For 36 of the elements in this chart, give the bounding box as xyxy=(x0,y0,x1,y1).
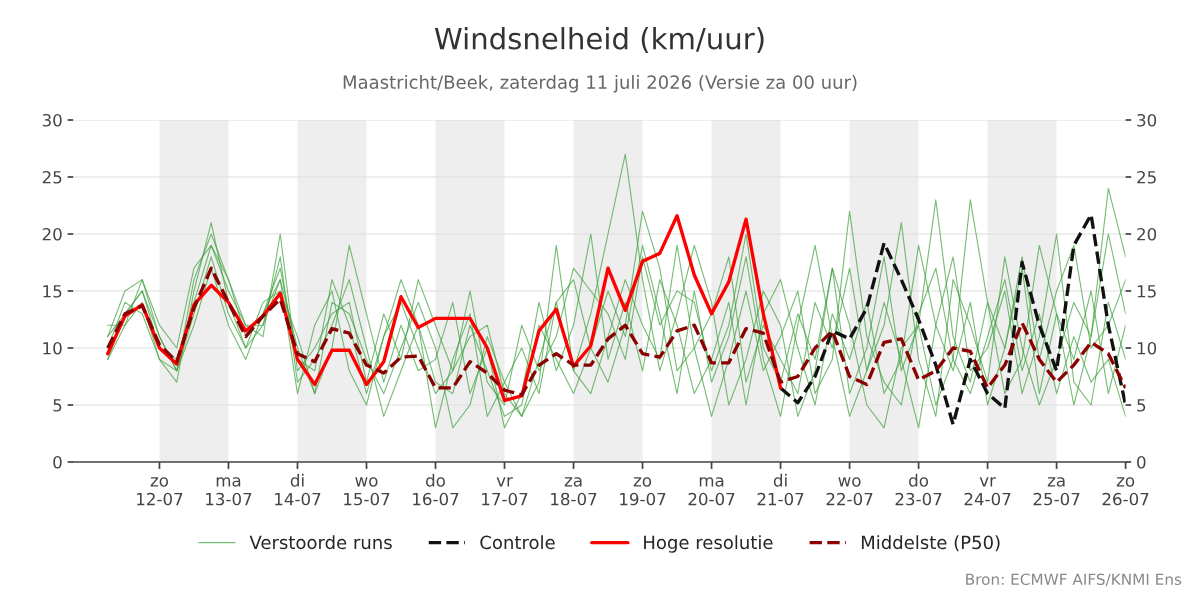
x-tick-label: do 23-07 xyxy=(895,473,942,506)
y2-tick-label: 10 xyxy=(1137,341,1157,355)
legend-label: Hoge resolutie xyxy=(644,535,773,553)
x-tick-label: zo 12-07 xyxy=(137,477,183,506)
y2-tick-label: 0 xyxy=(1137,455,1146,469)
x-tick-label: do 16-07 xyxy=(413,473,459,506)
x-tick-label: zo 26-07 xyxy=(1102,477,1149,506)
x-tick-label: wo 15-07 xyxy=(344,477,390,506)
y2-tick-label: 5 xyxy=(1137,399,1146,412)
y2-tick-label: 30 xyxy=(1137,113,1157,127)
x-tick-label: ma 13-07 xyxy=(206,477,252,506)
chart-subtitle: Maastricht/Beek, zaterdag 11 juli 2026 (Versie za 00 uur) xyxy=(343,75,857,93)
x-tick-label: za 25-07 xyxy=(1033,477,1080,506)
y2-tick-label: 25 xyxy=(1137,170,1156,184)
legend-label: Middelste (P50) xyxy=(861,535,1000,552)
chart-title: Windsnelheid (km/uur) xyxy=(434,27,764,54)
y-tick-label: 15 xyxy=(43,285,62,298)
y-tick-label: 5 xyxy=(53,399,62,412)
x-tick-label: vr 17-07 xyxy=(482,477,528,506)
y-tick-label: 0 xyxy=(53,455,62,469)
legend-label: Verstoorde runs xyxy=(249,535,392,550)
x-tick-label: za 18-07 xyxy=(551,477,597,506)
x-tick-label: di 21-07 xyxy=(757,473,804,506)
y2-tick-label: 15 xyxy=(1137,285,1156,298)
x-tick-label: ma 20-07 xyxy=(688,477,735,506)
x-tick-label: di 14-07 xyxy=(275,473,321,506)
y2-tick-label: 20 xyxy=(1137,227,1157,241)
x-tick-label: vr 24-07 xyxy=(964,477,1011,506)
text: Bron: ECMWF AIFS/KNMI Ens xyxy=(966,573,1182,587)
legend-label: Controle xyxy=(480,535,555,550)
y-tick-label: 20 xyxy=(42,227,62,241)
y-tick-label: 10 xyxy=(43,341,62,355)
y-tick-label: 30 xyxy=(42,113,62,127)
y-tick-label: 25 xyxy=(42,170,62,184)
x-tick-label: wo 22-07 xyxy=(826,477,873,506)
x-tick-label: zo 19-07 xyxy=(620,477,666,506)
